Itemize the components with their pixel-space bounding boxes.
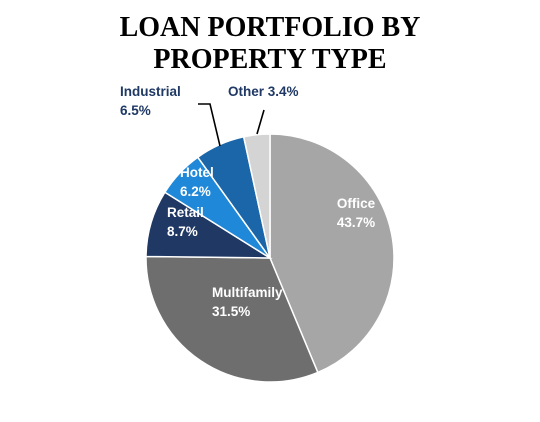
slice-label-other: Other 3.4% xyxy=(228,84,299,99)
slice-label-office: Office 43.7% xyxy=(337,196,376,230)
slice-label-multifamily: Multifamily 31.5% xyxy=(212,285,283,319)
slice-label-industrial: Industrial 6.5% xyxy=(120,84,181,118)
pie-slice-office xyxy=(269,133,395,374)
pie-slice-multifamily xyxy=(145,255,319,383)
slice-label-hotel: Hotel 6.2% xyxy=(180,165,214,199)
chart-title-line-1: LOAN PORTFOLIO BY xyxy=(119,12,421,43)
slice-label-retail: Retail 8.7% xyxy=(167,205,204,239)
chart-title: LOAN PORTFOLIO BY PROPERTY TYPE xyxy=(0,12,540,76)
leader-line-other xyxy=(256,109,265,135)
chart-title-line-2: PROPERTY TYPE xyxy=(153,44,387,75)
pie-slice-other xyxy=(242,133,271,259)
leader-line-industrial xyxy=(198,103,221,147)
